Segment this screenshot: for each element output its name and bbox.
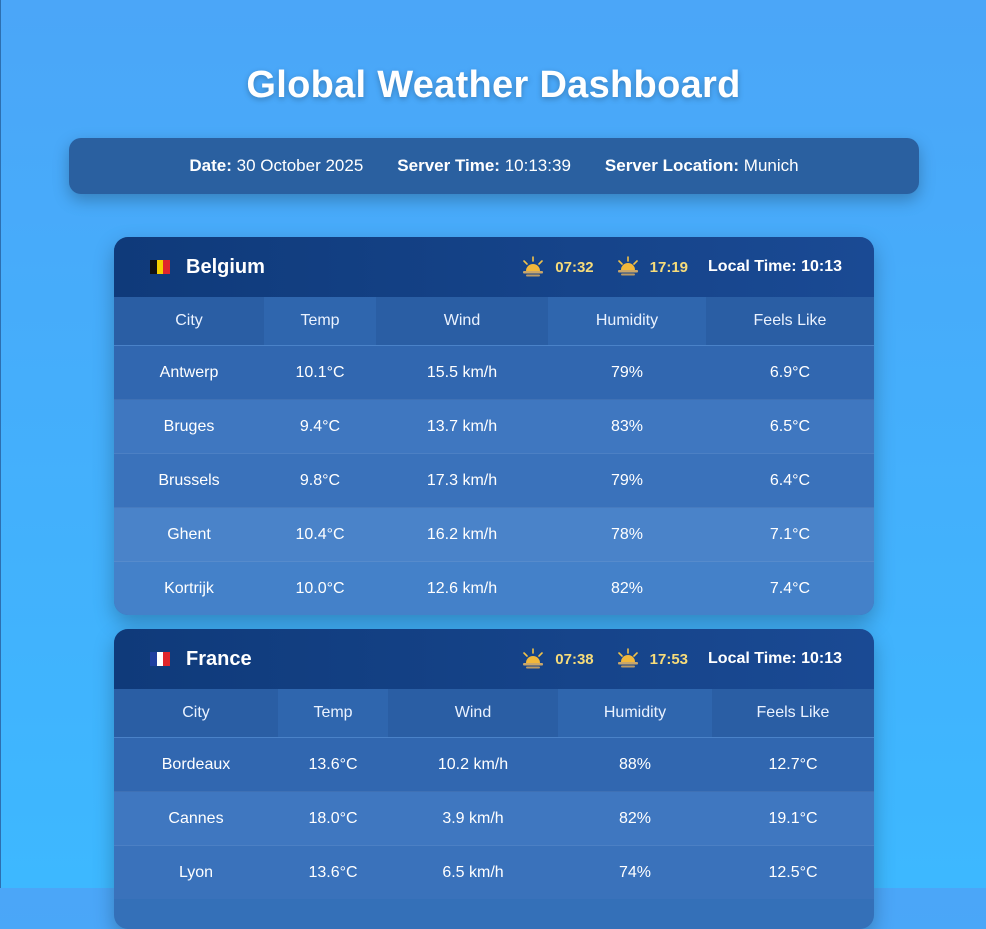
col-wind: Wind [388, 689, 558, 738]
table-row: Ghent 10.4°C 16.2 km/h 78% 7.1°C [114, 507, 874, 562]
card-header: Belgium 07:32 17:19 Local Time: 10:13 [114, 237, 874, 297]
col-humidity: Humidity [548, 297, 706, 346]
sunset-icon [617, 256, 638, 276]
country-card-france: France 07:38 17:53 Local Time: 10:13 Cit… [114, 629, 874, 929]
col-feels-like: Feels Like [712, 689, 874, 738]
local-time: Local Time: 10:13 [708, 650, 842, 667]
col-city: City [114, 297, 264, 346]
country-card-belgium: Belgium 07:32 17:19 Local Time: 10:13 Ci… [114, 237, 874, 615]
table-row: Antwerp 10.1°C 15.5 km/h 79% 6.9°C [114, 345, 874, 400]
weather-table: City Temp Wind Humidity Feels Like Antwe… [114, 297, 874, 615]
server-info-bar: Date: 30 October 2025 Server Time: 10:13… [69, 138, 919, 194]
sunrise-icon [523, 256, 544, 277]
sunrise: 07:32 [521, 256, 594, 278]
table-row: Brussels 9.8°C 17.3 km/h 79% 6.4°C [114, 453, 874, 508]
table-row: Bruges 9.4°C 13.7 km/h 83% 6.5°C [114, 399, 874, 454]
weather-table: City Temp Wind Humidity Feels Like Borde… [114, 689, 874, 899]
france-flag-icon [150, 652, 171, 666]
belgium-flag-icon [150, 260, 171, 274]
sunrise: 07:38 [521, 648, 594, 670]
country-name: France [186, 647, 252, 670]
col-feels-like: Feels Like [706, 297, 874, 346]
table-row: Bordeaux 13.6°C 10.2 km/h 88% 12.7°C [114, 737, 874, 792]
col-temp: Temp [264, 297, 376, 346]
page-title: Global Weather Dashboard [246, 64, 741, 106]
local-time: Local Time: 10:13 [708, 258, 842, 275]
col-temp: Temp [278, 689, 388, 738]
card-header: France 07:38 17:53 Local Time: 10:13 [114, 629, 874, 689]
col-wind: Wind [376, 297, 548, 346]
sunset: 17:19 [616, 256, 688, 278]
date-info: Date: 30 October 2025 [189, 156, 364, 175]
col-humidity: Humidity [558, 689, 712, 738]
sunset-icon [617, 648, 638, 668]
country-name: Belgium [186, 255, 265, 278]
table-row: Lyon 13.6°C 6.5 km/h 74% 12.5°C [114, 845, 874, 899]
table-row: Kortrijk 10.0°C 12.6 km/h 82% 7.4°C [114, 561, 874, 615]
server-location-info: Server Location: Munich [604, 156, 799, 175]
server-time-info: Server Time: 10:13:39 [397, 156, 571, 175]
sunset: 17:53 [616, 648, 688, 670]
table-row: Cannes 18.0°C 3.9 km/h 82% 19.1°C [114, 791, 874, 846]
col-city: City [114, 689, 278, 738]
sunrise-icon [523, 648, 544, 669]
